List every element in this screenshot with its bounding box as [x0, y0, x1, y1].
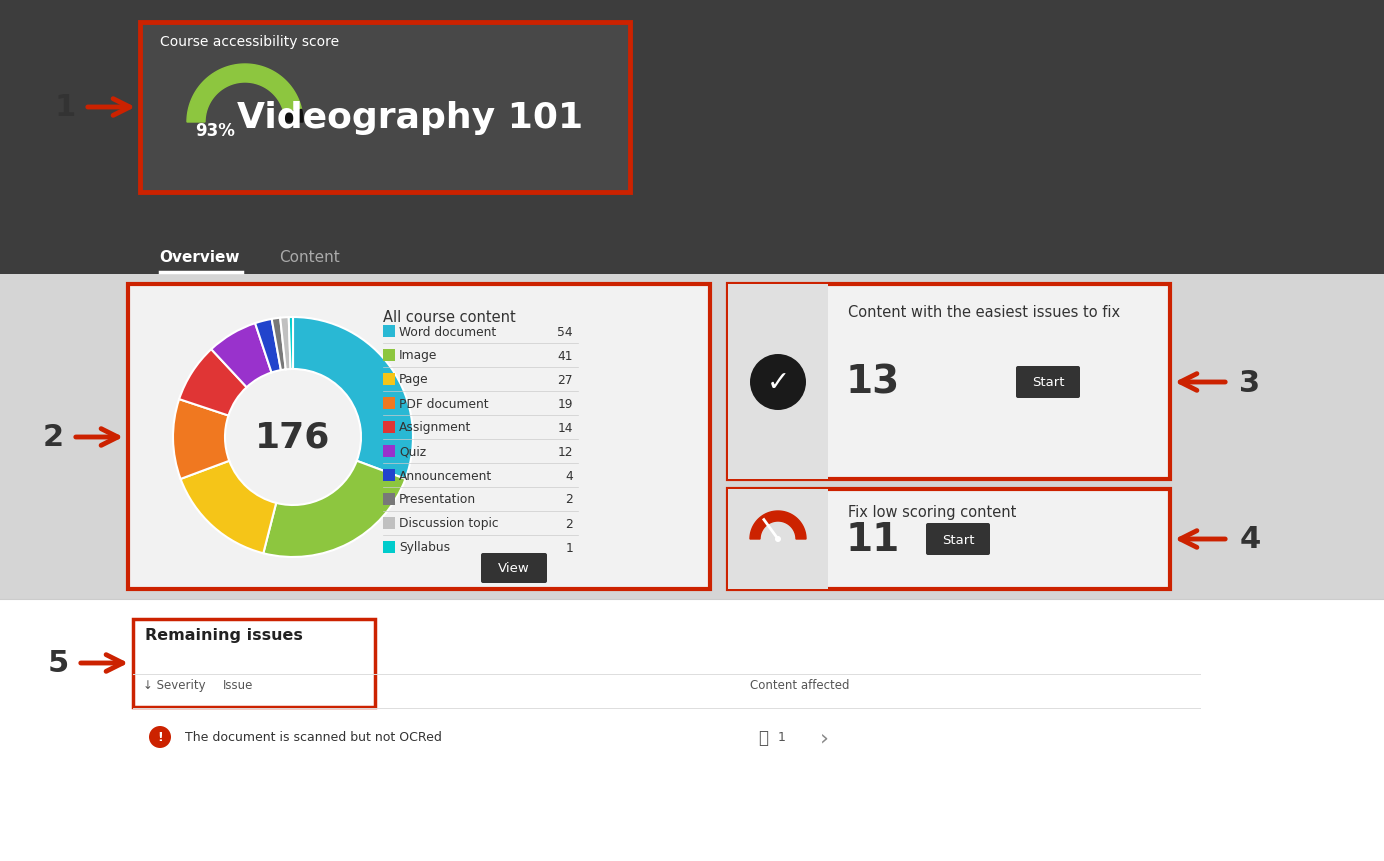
FancyBboxPatch shape — [728, 489, 1169, 589]
Text: Fix low scoring content: Fix low scoring content — [848, 505, 1016, 519]
Bar — [383, 422, 394, 433]
Polygon shape — [187, 65, 302, 123]
Wedge shape — [289, 318, 293, 369]
Text: 93%: 93% — [195, 122, 235, 139]
Text: 176: 176 — [255, 420, 331, 455]
Text: View: View — [498, 562, 530, 575]
Wedge shape — [293, 318, 412, 480]
FancyBboxPatch shape — [140, 23, 630, 193]
Text: !: ! — [158, 731, 163, 744]
Text: 27: 27 — [558, 373, 573, 386]
Text: 11: 11 — [846, 520, 900, 558]
Text: 1: 1 — [54, 93, 76, 122]
Text: 3: 3 — [1240, 368, 1261, 397]
Bar — [0, 245, 1384, 275]
Text: Word document: Word document — [399, 325, 497, 338]
Bar — [383, 325, 394, 338]
Text: 5: 5 — [47, 648, 69, 678]
Wedge shape — [280, 318, 291, 370]
Bar — [383, 517, 394, 530]
Text: 4: 4 — [565, 469, 573, 482]
Text: 13: 13 — [846, 363, 900, 401]
Text: 🗋: 🗋 — [758, 728, 768, 746]
Text: 2: 2 — [565, 493, 573, 506]
Text: ›: › — [819, 728, 829, 747]
Bar — [383, 445, 394, 457]
Text: Overview: Overview — [159, 251, 241, 265]
FancyBboxPatch shape — [728, 285, 1169, 480]
Text: Content with the easiest issues to fix: Content with the easiest issues to fix — [848, 305, 1120, 319]
Text: ↓ Severity: ↓ Severity — [143, 678, 206, 691]
Text: Course accessibility score: Course accessibility score — [161, 35, 339, 49]
Polygon shape — [284, 110, 303, 123]
Text: Videography 101: Videography 101 — [237, 101, 583, 135]
Bar — [0, 599, 1384, 861]
Bar — [383, 493, 394, 505]
Wedge shape — [255, 319, 281, 373]
Text: The document is scanned but not OCRed: The document is scanned but not OCRed — [185, 731, 441, 744]
Text: PDF document: PDF document — [399, 397, 489, 410]
Text: Image: Image — [399, 349, 437, 362]
Text: Quiz: Quiz — [399, 445, 426, 458]
FancyBboxPatch shape — [1016, 367, 1080, 399]
Text: All course content: All course content — [383, 310, 516, 325]
Text: 54: 54 — [558, 325, 573, 338]
Text: Assignment: Assignment — [399, 421, 472, 434]
FancyBboxPatch shape — [482, 554, 547, 583]
Text: 2: 2 — [565, 517, 573, 530]
Wedge shape — [179, 350, 246, 416]
Text: Start: Start — [1031, 376, 1064, 389]
Wedge shape — [180, 461, 277, 554]
Text: Start: Start — [941, 533, 974, 546]
Text: 14: 14 — [558, 421, 573, 434]
Bar — [383, 542, 394, 554]
Bar — [0, 0, 1384, 245]
FancyBboxPatch shape — [133, 619, 375, 707]
Text: 41: 41 — [558, 349, 573, 362]
Text: Issue: Issue — [223, 678, 253, 691]
Bar — [0, 275, 1384, 599]
Text: 12: 12 — [558, 445, 573, 458]
Wedge shape — [263, 461, 406, 557]
Text: Announcement: Announcement — [399, 469, 493, 482]
Text: 1: 1 — [565, 541, 573, 554]
Bar — [383, 374, 394, 386]
Wedge shape — [271, 319, 285, 370]
Text: 1: 1 — [778, 731, 786, 744]
Text: 2: 2 — [43, 423, 64, 452]
Bar — [383, 398, 394, 410]
Bar — [383, 350, 394, 362]
FancyBboxPatch shape — [926, 523, 990, 555]
Text: Presentation: Presentation — [399, 493, 476, 506]
FancyBboxPatch shape — [127, 285, 710, 589]
Bar — [728, 285, 828, 480]
Text: ✓: ✓ — [767, 369, 790, 397]
Text: 4: 4 — [1240, 525, 1261, 554]
Text: Page: Page — [399, 373, 429, 386]
Circle shape — [149, 726, 172, 748]
Text: Content: Content — [280, 251, 340, 265]
Text: Discussion topic: Discussion topic — [399, 517, 498, 530]
Text: Syllabus: Syllabus — [399, 541, 450, 554]
Circle shape — [775, 536, 781, 542]
Bar — [728, 489, 828, 589]
Text: Remaining issues: Remaining issues — [145, 628, 303, 642]
Bar — [383, 469, 394, 481]
Polygon shape — [750, 511, 805, 539]
Wedge shape — [212, 324, 271, 387]
Wedge shape — [173, 400, 230, 480]
Circle shape — [750, 355, 805, 411]
Text: 19: 19 — [558, 397, 573, 410]
Text: Content affected: Content affected — [750, 678, 850, 691]
